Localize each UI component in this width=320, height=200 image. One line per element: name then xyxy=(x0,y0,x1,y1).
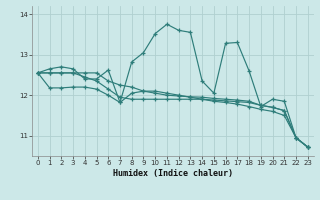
X-axis label: Humidex (Indice chaleur): Humidex (Indice chaleur) xyxy=(113,169,233,178)
